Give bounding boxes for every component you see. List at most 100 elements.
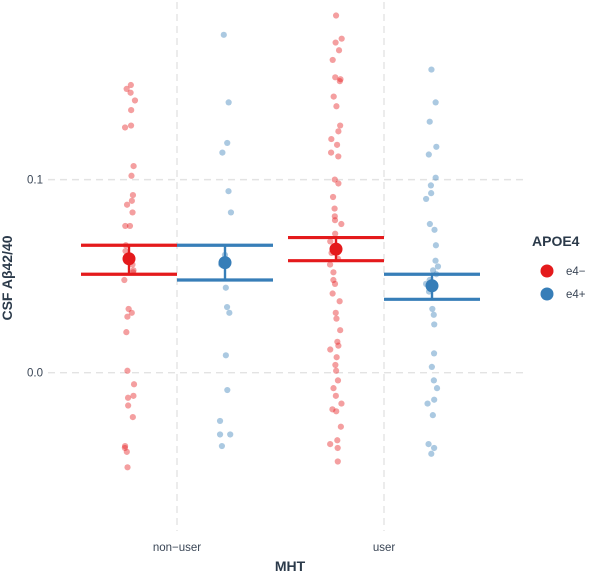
point-1-0-5 (227, 209, 235, 216)
point-1-0-3 (219, 149, 226, 156)
point-0-1-6 (337, 76, 344, 83)
point-1-0-10 (226, 309, 233, 316)
x-axis-title: MHT (275, 558, 306, 573)
point-1-1-28 (429, 412, 436, 419)
point-1-1-2 (426, 118, 433, 125)
point-1-1-13 (434, 263, 442, 270)
data-points (121, 12, 442, 471)
point-1-1-14 (429, 267, 437, 274)
point-0-1-11 (335, 128, 342, 135)
point-0-1-23 (332, 230, 339, 237)
point-0-1-13 (333, 141, 341, 148)
point-0-1-35 (333, 315, 340, 322)
point-0-1-37 (334, 338, 341, 345)
point-1-0-0 (220, 31, 227, 38)
point-1-1-26 (431, 396, 438, 403)
point-0-1-22 (338, 220, 345, 228)
legend-key-e4-minus (540, 264, 554, 278)
point-0-0-23 (124, 313, 131, 320)
point-1-1-21 (431, 321, 438, 328)
point-0-1-53 (334, 458, 341, 465)
x-tick-label-1: user (373, 542, 396, 554)
point-1-1-10 (431, 226, 438, 233)
tick-labels: 0.0 0.1 non−user user (27, 175, 395, 554)
point-0-1-36 (337, 327, 344, 334)
mean-point-0-0 (122, 252, 136, 266)
point-1-0-12 (224, 386, 231, 394)
point-1-0-11 (222, 352, 229, 359)
point-0-1-43 (334, 377, 342, 384)
legend-label-e4-minus: e4− (566, 266, 586, 278)
point-1-1-27 (424, 400, 431, 407)
point-0-0-24 (123, 329, 130, 336)
point-1-1-25 (433, 385, 441, 392)
point-0-1-15 (335, 153, 342, 160)
point-0-0-9 (129, 191, 137, 199)
legend-label-e4-plus: e4+ (566, 289, 586, 301)
point-1-0-1 (225, 99, 232, 106)
point-0-0-27 (130, 392, 137, 399)
y-tick-label-0: 0.0 (27, 368, 43, 380)
point-0-0-29 (125, 402, 132, 409)
point-0-0-3 (131, 97, 139, 104)
point-0-0-18 (130, 267, 137, 274)
point-1-1-0 (428, 66, 435, 73)
point-0-1-3 (335, 47, 343, 54)
point-1-1-19 (429, 305, 436, 313)
point-0-0-5 (127, 122, 135, 129)
x-tick-label-0: non−user (153, 542, 201, 554)
point-0-1-38 (335, 342, 342, 349)
point-0-1-50 (334, 437, 341, 444)
point-1-1-7 (428, 190, 435, 197)
point-0-1-32 (329, 290, 336, 297)
point-0-0-32 (121, 444, 128, 452)
point-0-1-47 (329, 406, 336, 413)
point-0-0-30 (129, 413, 136, 421)
point-0-1-51 (327, 441, 334, 448)
point-1-1-11 (432, 242, 440, 249)
point-0-0-21 (125, 305, 132, 313)
point-0-1-4 (329, 56, 336, 64)
point-0-1-30 (330, 276, 337, 284)
point-0-0-7 (130, 163, 137, 170)
point-0-0-8 (128, 172, 135, 179)
point-0-1-0 (332, 12, 340, 19)
point-0-1-19 (331, 205, 338, 212)
point-0-0-28 (124, 394, 132, 401)
legend: APOE4 e4− e4+ (532, 233, 586, 301)
point-0-1-34 (332, 309, 339, 316)
point-0-1-41 (332, 361, 339, 369)
point-0-0-10 (128, 197, 135, 204)
point-0-0-0 (127, 81, 134, 89)
point-0-1-28 (326, 261, 334, 268)
mean-point-1-1 (425, 279, 439, 293)
point-0-1-39 (327, 346, 334, 353)
point-1-1-8 (423, 195, 430, 203)
point-0-1-44 (330, 385, 337, 392)
point-0-1-5 (332, 74, 339, 81)
point-1-0-2 (224, 139, 231, 147)
point-1-0-13 (216, 417, 224, 425)
point-1-0-15 (216, 431, 224, 438)
point-1-1-5 (432, 174, 439, 181)
point-0-1-12 (328, 135, 335, 143)
point-0-1-46 (338, 400, 345, 407)
point-0-0-12 (129, 209, 136, 216)
point-1-0-14 (227, 431, 234, 438)
point-0-1-42 (333, 367, 340, 374)
point-1-1-30 (431, 444, 438, 452)
point-0-1-1 (338, 35, 345, 42)
point-1-1-6 (427, 182, 435, 189)
point-0-1-40 (333, 354, 340, 361)
point-1-1-23 (428, 363, 435, 370)
point-0-1-52 (334, 444, 341, 452)
point-0-0-34 (124, 464, 131, 471)
point-0-1-31 (331, 280, 339, 287)
point-1-1-1 (432, 99, 439, 106)
point-1-1-24 (430, 377, 437, 384)
point-0-1-10 (337, 122, 344, 129)
point-0-0-11 (123, 201, 131, 208)
point-0-0-20 (121, 276, 128, 284)
summary-bars (81, 235, 480, 301)
